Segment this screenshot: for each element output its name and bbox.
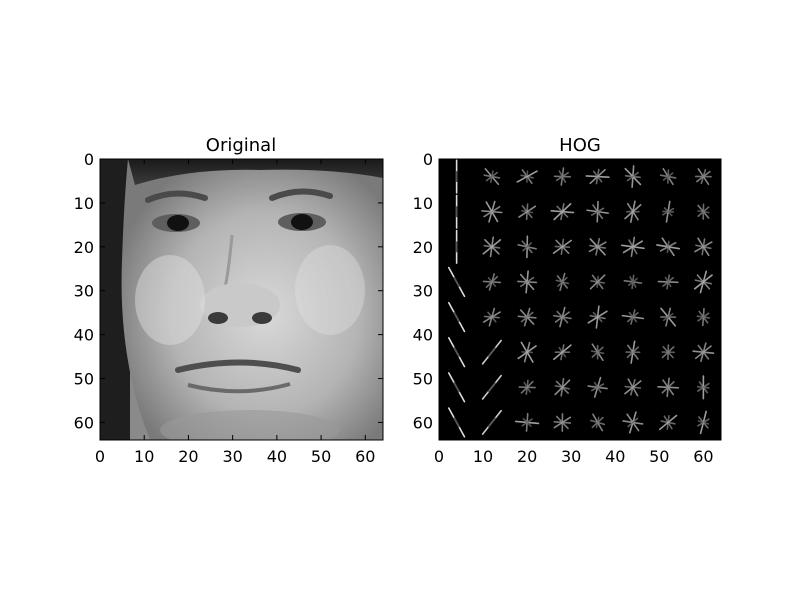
- x-tick-label: 0: [95, 447, 105, 466]
- y-tick-label: 40: [74, 326, 94, 345]
- x-tick-label: 50: [649, 447, 669, 466]
- face-image: [100, 159, 383, 450]
- y-tick-label: 10: [74, 194, 94, 213]
- original-panel: Original: [74, 135, 383, 466]
- y-tick-label: 30: [74, 282, 94, 301]
- y-tick-label: 0: [84, 150, 94, 169]
- x-tick-label: 40: [605, 447, 625, 466]
- y-tick-label: 20: [74, 238, 94, 257]
- y-tick-label: 30: [413, 282, 433, 301]
- x-tick-label: 10: [134, 447, 154, 466]
- x-tick-label: 50: [311, 447, 331, 466]
- y-tick-label: 10: [413, 194, 433, 213]
- hog-title: HOG: [559, 135, 601, 156]
- y-tick-label: 50: [413, 370, 433, 389]
- x-tick-label: 60: [355, 447, 375, 466]
- x-tick-label: 20: [517, 447, 537, 466]
- original-title: Original: [206, 135, 276, 156]
- y-tick-label: 60: [413, 413, 433, 432]
- x-tick-label: 40: [267, 447, 287, 466]
- y-tick-label: 0: [423, 150, 433, 169]
- x-tick-label: 20: [178, 447, 198, 466]
- x-tick-label: 30: [561, 447, 581, 466]
- x-tick-label: 30: [222, 447, 242, 466]
- y-tick-label: 40: [413, 326, 433, 345]
- y-tick-label: 20: [413, 238, 433, 257]
- hog-image: [439, 159, 721, 440]
- x-tick-label: 60: [693, 447, 713, 466]
- x-tick-label: 10: [473, 447, 493, 466]
- y-tick-label: 50: [74, 370, 94, 389]
- x-tick-label: 0: [434, 447, 444, 466]
- y-tick-label: 60: [74, 413, 94, 432]
